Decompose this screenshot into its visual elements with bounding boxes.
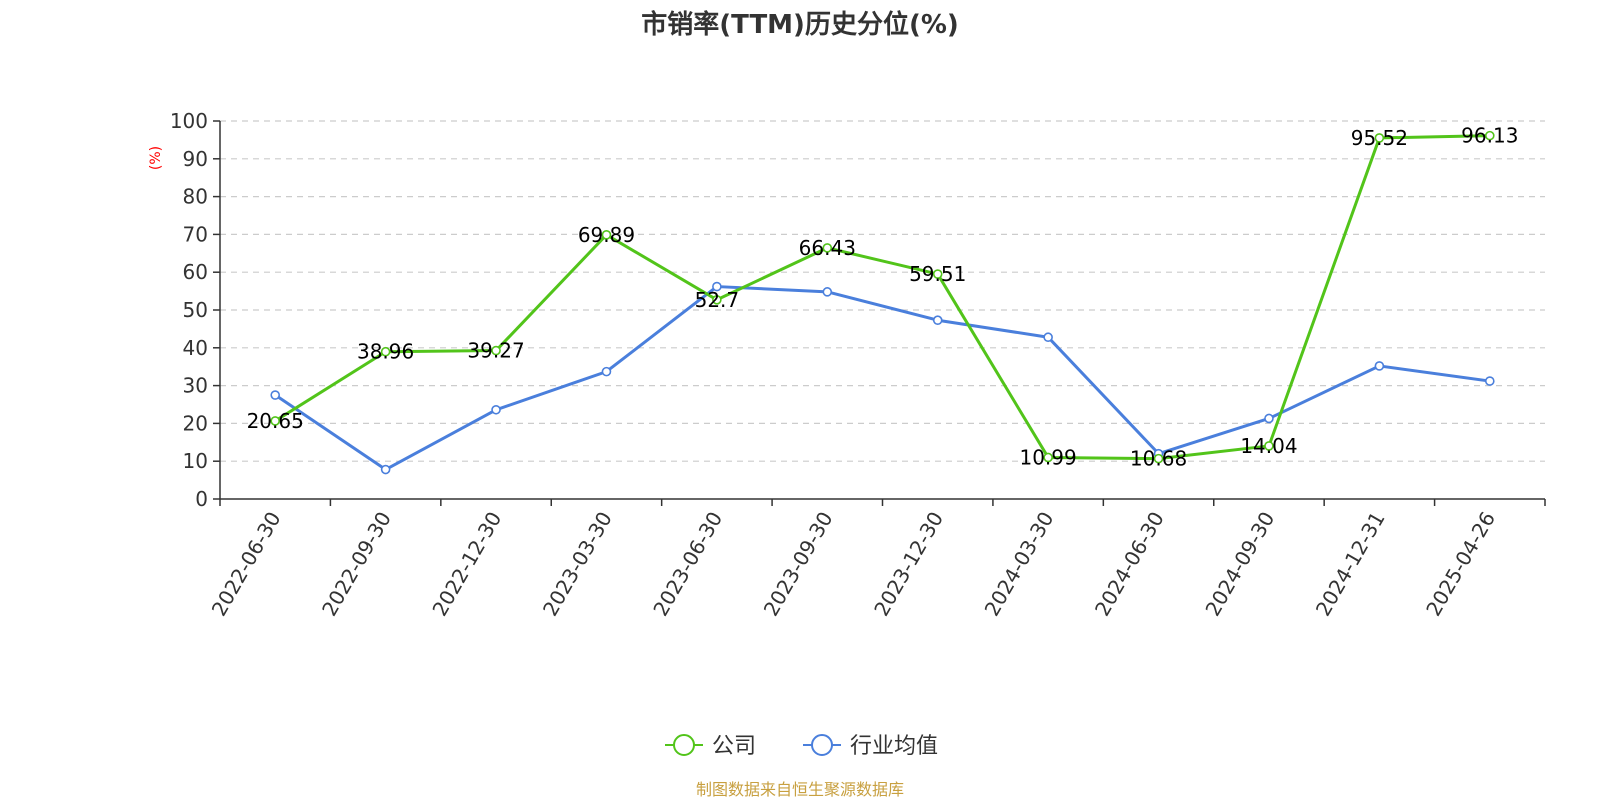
y-tick-label: 0 xyxy=(195,487,208,511)
legend-marker xyxy=(811,734,833,756)
legend-marker xyxy=(673,734,695,756)
y-tick-label: 10 xyxy=(183,449,208,473)
y-tick-label: 80 xyxy=(183,185,208,209)
legend: 公司 行业均值 xyxy=(665,734,938,759)
data-label: 14.04 xyxy=(1240,434,1297,458)
data-point xyxy=(1264,413,1274,424)
y-tick-label: 90 xyxy=(183,147,208,171)
data-point xyxy=(932,269,943,279)
source-note: 制图数据来自恒生聚源数据库 xyxy=(696,780,904,799)
y-axis-label: (%) xyxy=(148,146,164,170)
data-labels: 20.65 38.96 39.27 69.89 52.7 66.43 59.51 10.99 1… xyxy=(247,124,1519,471)
x-tick-label: 2025-04-26 xyxy=(1421,508,1500,621)
y-tick-label: 30 xyxy=(183,374,208,398)
data-label: 69.89 xyxy=(578,223,635,247)
legend-label: 公司 xyxy=(712,734,756,759)
series-layer xyxy=(270,130,1495,475)
data-point xyxy=(1153,453,1164,464)
data-point xyxy=(491,345,501,356)
y-tick-label: 70 xyxy=(183,222,208,246)
chart-title: 市销率(TTM)历史分位(%) xyxy=(641,9,959,40)
data-label: 38.96 xyxy=(357,340,414,364)
data-point xyxy=(1484,376,1495,386)
x-tick-label: 2022-09-30 xyxy=(317,508,396,621)
data-point xyxy=(712,281,722,292)
data-point xyxy=(380,464,391,475)
x-tick-label: 2022-12-30 xyxy=(427,507,506,620)
data-point xyxy=(491,404,501,415)
y-tick-label: 100 xyxy=(170,109,208,133)
data-label: 52.7 xyxy=(695,288,740,312)
data-point xyxy=(601,366,612,377)
data-point xyxy=(712,294,722,305)
data-label: 59.51 xyxy=(909,262,966,286)
data-point xyxy=(822,287,833,297)
data-label: 20.65 xyxy=(247,409,304,433)
series-line xyxy=(274,285,1490,472)
x-tick-label: 2023-12-30 xyxy=(869,507,948,620)
y-tick-label: 40 xyxy=(183,336,208,360)
x-tick-label: 2023-09-30 xyxy=(759,508,838,621)
x-tick-label: 2024-03-30 xyxy=(980,508,1059,621)
data-label: 10.68 xyxy=(1130,447,1187,471)
axes: 0 10 20 30 40 50 60 70 80 90 100 2022-06-30 2022-09-… xyxy=(170,109,1546,621)
x-tick-label: 2024-06-30 xyxy=(1090,508,1169,621)
data-label: 66.43 xyxy=(799,236,856,260)
y-tick-label: 50 xyxy=(183,298,208,322)
data-point xyxy=(1043,332,1053,343)
data-point xyxy=(1043,452,1053,463)
data-point xyxy=(601,230,612,240)
data-point xyxy=(1374,361,1385,371)
data-label: 96.13 xyxy=(1461,124,1518,148)
data-label: 39.27 xyxy=(467,339,524,363)
data-label: 10.99 xyxy=(1019,445,1076,469)
x-tick-label: 2023-03-30 xyxy=(538,508,617,621)
data-point xyxy=(1374,133,1385,143)
series-line xyxy=(274,134,1490,461)
data-point xyxy=(1264,441,1274,451)
data-point xyxy=(270,390,281,400)
data-point xyxy=(380,346,391,357)
data-point xyxy=(822,243,833,253)
data-point xyxy=(1484,130,1495,141)
x-tick-label: 2024-12-31 xyxy=(1311,508,1390,621)
y-tick-label: 20 xyxy=(183,411,208,435)
y-tick-label: 60 xyxy=(183,260,208,284)
x-tick-label: 2024-09-30 xyxy=(1200,508,1279,621)
x-tick-label: 2023-06-30 xyxy=(648,508,727,621)
gridlines xyxy=(220,120,1545,462)
x-tick-label: 2022-06-30 xyxy=(207,508,286,621)
legend-label: 行业均值 xyxy=(850,734,938,759)
data-point xyxy=(270,416,281,426)
data-label: 95.52 xyxy=(1351,126,1408,150)
data-point xyxy=(932,315,943,326)
